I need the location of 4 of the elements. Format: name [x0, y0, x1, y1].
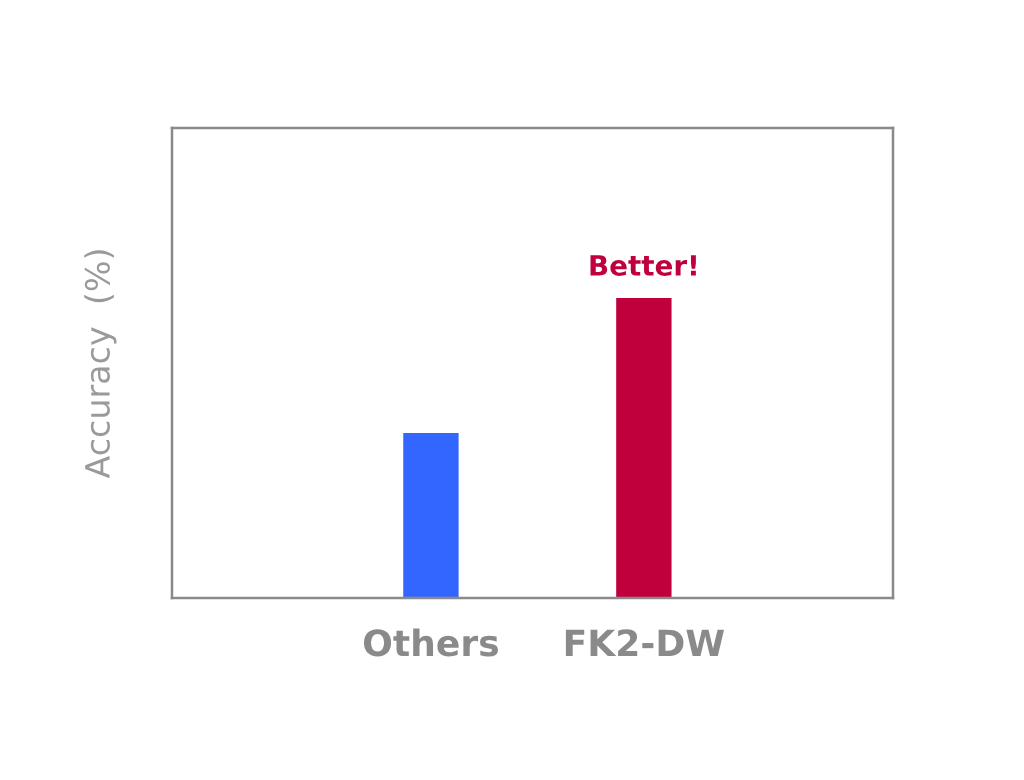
x-tick-label: Others [364, 628, 498, 657]
x-tick-label: FK2-DW [565, 629, 725, 656]
annotation: Better! [590, 255, 696, 276]
y-axis-title: Accuracy (%) [84, 250, 117, 479]
